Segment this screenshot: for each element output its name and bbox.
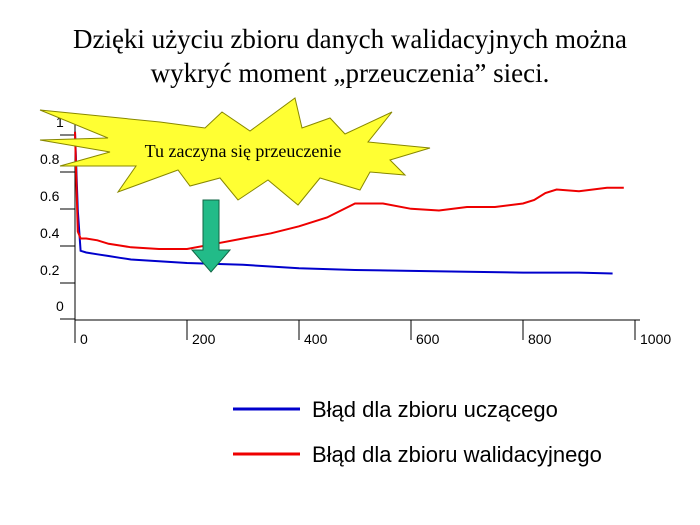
down-arrow-icon: [190, 199, 232, 273]
y-tick-label: 0.6: [40, 188, 60, 204]
x-tick-label: 400: [304, 331, 328, 347]
series-line-validation: [74, 131, 624, 250]
legend: Błąd dla zbioru uczącego Błąd dla zbioru …: [233, 397, 602, 467]
chart-series: [74, 131, 624, 275]
title-line-2: wykryć moment „przeuczenia” sieci.: [150, 58, 550, 88]
starburst-shape: [39, 97, 431, 206]
series-line-training: [74, 131, 613, 275]
x-tick-label: 0: [80, 331, 88, 347]
y-tick-label: 0.2: [40, 262, 60, 278]
y-tick-label: 0.8: [40, 151, 60, 167]
y-tick-label: 0: [56, 298, 64, 314]
y-tick-label: 1: [56, 114, 64, 130]
legend-label-validation: Błąd dla zbioru walidacyjnego: [312, 442, 602, 467]
slide-title: Dzięki użyciu zbioru danych walidacyjnyc…: [0, 22, 700, 90]
title-line-1: Dzięki użyciu zbioru danych walidacyjnyc…: [72, 24, 628, 54]
x-tick-label: 1000: [640, 331, 671, 347]
y-tick-label: 0.4: [40, 225, 60, 241]
chart-axes: 0 0.2 0.4 0.6 0.8 1 0 200 400 600 800 1000: [40, 114, 671, 347]
legend-label-training: Błąd dla zbioru uczącego: [312, 397, 558, 422]
x-tick-label: 200: [192, 331, 216, 347]
x-tick-label: 800: [528, 331, 552, 347]
annotation-text: Tu zaczyna się przeuczenie: [145, 141, 342, 161]
x-tick-label: 600: [416, 331, 440, 347]
overfitting-annotation: Tu zaczyna się przeuczenie: [39, 97, 431, 273]
